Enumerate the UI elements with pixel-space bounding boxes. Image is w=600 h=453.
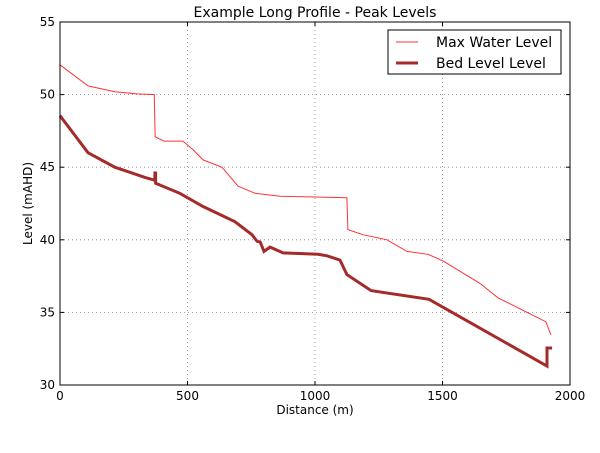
chart-title: Example Long Profile - Peak Levels: [194, 5, 437, 21]
y-tick-label: 30: [40, 378, 55, 392]
series-line-bed-level-level: [58, 114, 553, 369]
x-axis-label: Distance (m): [276, 403, 353, 417]
x-tick-label: 2000: [555, 389, 586, 403]
legend-label-bed-level: Bed Level Level: [436, 56, 546, 72]
y-tick-label: 35: [40, 305, 55, 319]
legend-box: [387, 29, 562, 75]
legend-label-max-water-level: Max Water Level: [436, 35, 552, 51]
grid: [60, 22, 570, 385]
y-axis-ticks: 30 35 40 45 50 55: [40, 15, 570, 392]
x-tick-label: 0: [56, 389, 64, 403]
x-tick-label: 1000: [300, 389, 331, 403]
y-tick-label: 40: [40, 233, 55, 247]
series-line-max-water-level: [59, 64, 552, 336]
legend: Max Water Level Bed Level Level: [387, 29, 562, 75]
y-tick-label: 55: [40, 15, 55, 29]
x-tick-label: 1500: [427, 389, 458, 403]
x-axis-ticks: 0 500 1000 1500 2000: [56, 22, 585, 403]
y-tick-label: 45: [40, 160, 55, 174]
y-axis-label: Level (mAHD): [21, 162, 35, 245]
y-tick-label: 50: [40, 88, 55, 102]
x-tick-label: 500: [176, 389, 199, 403]
series-group: [58, 64, 553, 369]
